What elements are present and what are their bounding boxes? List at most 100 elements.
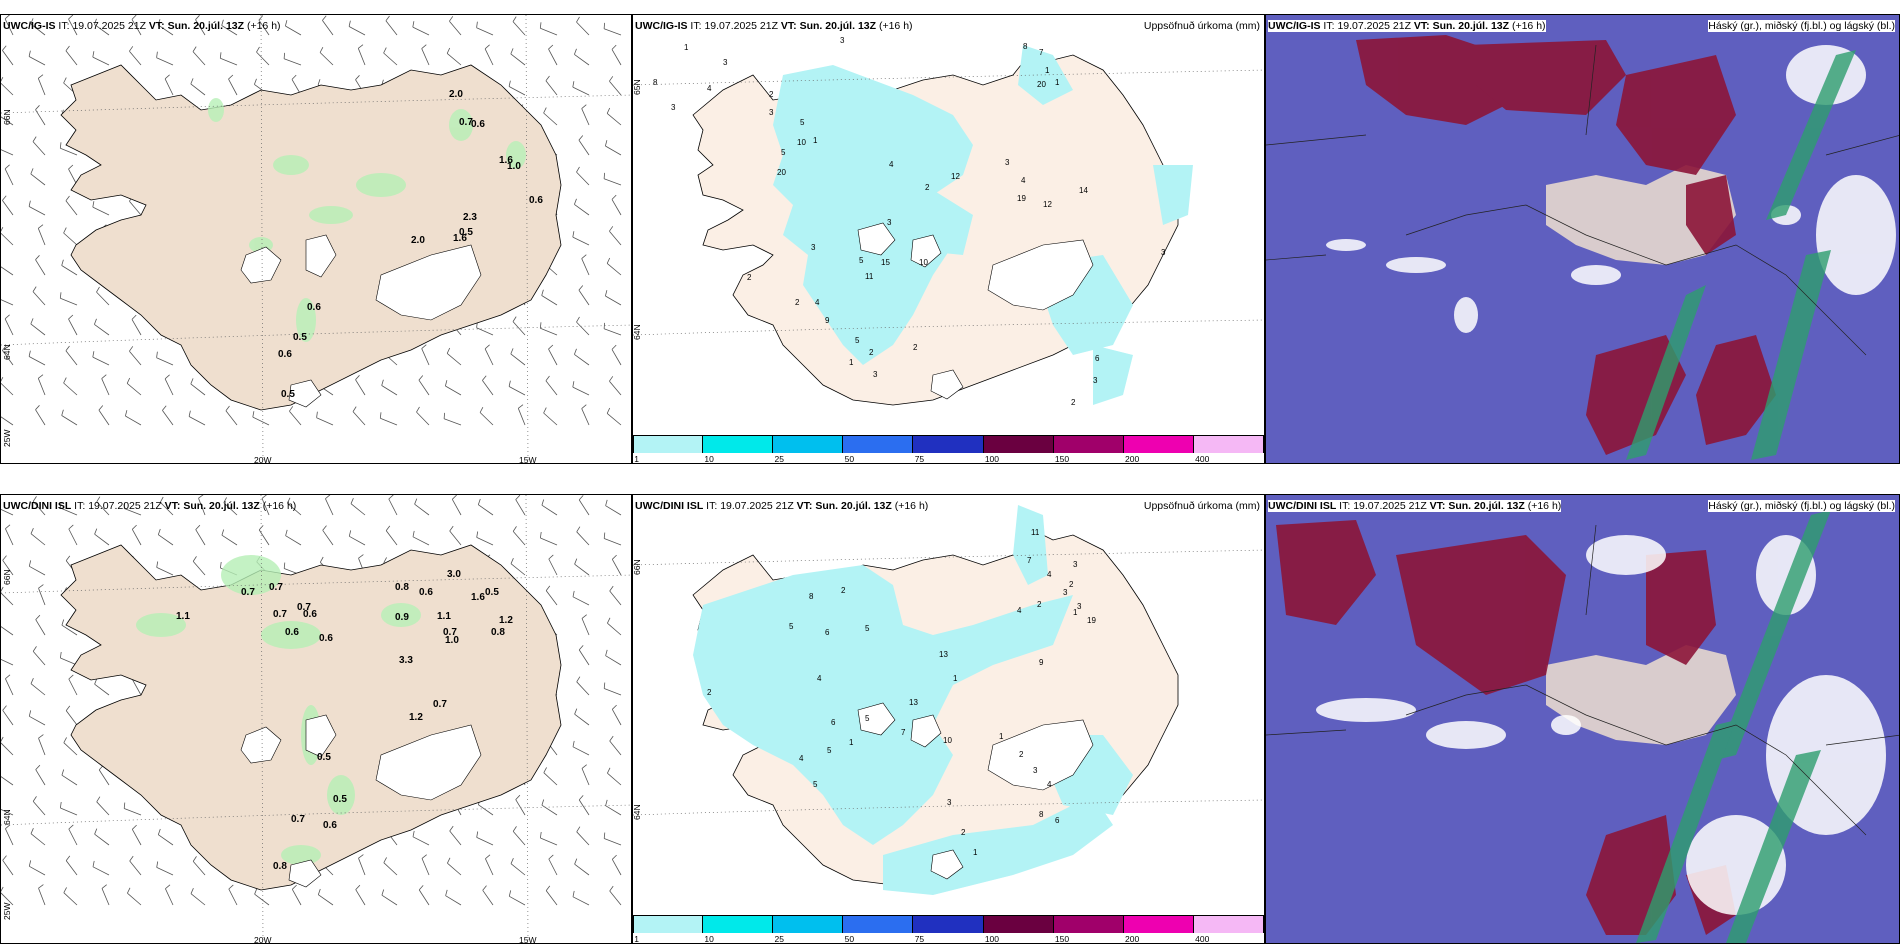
precip-value-label: 3 (811, 243, 816, 252)
wind-barb-flag (198, 495, 204, 499)
precip-value-label: 4 (889, 160, 894, 169)
wind-barb (609, 890, 622, 906)
colorbar: 1 10 25 50 75 100 150 200 400 (633, 435, 1264, 463)
lat-label: 66N (632, 559, 642, 575)
wind-value-label: 0.6 (529, 195, 543, 206)
low-cloud (1636, 510, 1831, 943)
wind-barb (479, 412, 494, 426)
wind-barb-flag (477, 498, 481, 505)
wind-barb-flag (581, 764, 587, 769)
wind-barb-flag (1, 886, 4, 892)
wind-barb-flag (38, 734, 44, 739)
glaciers (857, 222, 1094, 400)
wind-barb (578, 499, 590, 516)
wind-barb-flag (574, 48, 577, 55)
wind-barb (1, 892, 14, 906)
wind-barb (611, 859, 622, 876)
mid-cloud (1326, 45, 1896, 333)
wind-barb-flag (285, 529, 288, 536)
wind-barb (61, 624, 78, 636)
wind-barb-flag (416, 406, 420, 413)
precip-value-label: 13 (939, 650, 948, 659)
wind-barb (192, 51, 206, 66)
wind-barb-flag (35, 614, 41, 620)
precip-value-label: 2 (1069, 580, 1074, 589)
wind-barb (447, 862, 462, 876)
wind-barb-flag (355, 884, 361, 890)
wind-barb-flag (63, 77, 67, 84)
precip-value-label: 12 (951, 172, 960, 181)
wind-barb (63, 382, 78, 396)
wind-barb-flag (484, 344, 490, 350)
wind-barb (192, 561, 206, 576)
wind-barb-flag (2, 855, 7, 861)
wind-barb-flag (261, 495, 267, 499)
coastline (1266, 524, 1899, 836)
wind-barb (160, 502, 174, 516)
wind-barb-flag (603, 682, 606, 689)
grid-lines (633, 549, 1264, 816)
wind-barb-flag (28, 350, 31, 357)
wind-barb (92, 866, 110, 876)
precip-value-label: 11 (1031, 528, 1040, 537)
wind-barb (96, 801, 110, 816)
wind-barb (512, 531, 526, 546)
wind-barb (515, 499, 526, 516)
wind-barb-flag (512, 316, 517, 322)
wind-barb (578, 289, 590, 306)
wind-barb (92, 206, 110, 216)
wind-barb-flag (385, 525, 391, 531)
wind-barb-flag (96, 496, 101, 503)
wind-barb-flag (156, 51, 158, 58)
precip-value-label: 7 (901, 728, 906, 737)
wind-barb-flag (28, 860, 32, 867)
wind-barb-flag (30, 318, 34, 325)
wind-barb (581, 258, 590, 276)
colorbar-swatch (843, 435, 914, 453)
wind-barb-flag (291, 74, 297, 80)
precip-value-label: 1 (1073, 608, 1078, 617)
wind-barb (443, 418, 462, 426)
wind-barb (60, 657, 78, 666)
wind-barb-flag (228, 74, 234, 80)
wind-barb-flag (4, 314, 10, 320)
precip-value-label: 5 (800, 118, 805, 127)
wind-barb (352, 411, 366, 426)
wind-barb-flag (156, 861, 159, 868)
wind-barb-flag (572, 890, 575, 897)
wind-barb (350, 503, 366, 516)
wind-barb (508, 86, 526, 96)
wind-barb-flag (129, 46, 134, 52)
precip-value-label: 5 (865, 714, 870, 723)
wind-barb-flag (38, 884, 44, 889)
wind-barb (1, 808, 14, 816)
wind-barb (289, 410, 302, 426)
colorbar-tick-label: 50 (844, 934, 855, 944)
precip-value-label: 2 (869, 348, 874, 357)
wind-barb-flag (609, 76, 614, 82)
wind-value-label: 0.7 (297, 602, 311, 613)
wind-barb-flag (221, 19, 224, 26)
wind-barb-flag (129, 346, 134, 352)
wind-barb-flag (4, 15, 10, 20)
wind-barb-flag (476, 21, 478, 28)
precip-value-label: 3 (1063, 588, 1068, 597)
wind-barb-flag (476, 831, 479, 838)
precip-value-label: 5 (827, 746, 832, 755)
wind-barb (28, 56, 46, 66)
wind-barb-flag (606, 257, 611, 264)
wind-barb-flag (609, 226, 614, 232)
wind-barb (548, 858, 558, 876)
wind-barb (28, 206, 46, 216)
wind-barb (5, 828, 14, 846)
wind-barb-flag (383, 47, 387, 54)
wind-barb (156, 57, 174, 66)
wind-barb-flag (30, 828, 34, 834)
colorbar-tick-label: 150 (1054, 454, 1070, 464)
glaciers (240, 234, 482, 408)
wind-barb (68, 318, 78, 336)
wind-barb (285, 25, 302, 36)
wind-barb (127, 892, 142, 906)
colorbar-swatch (913, 435, 984, 453)
